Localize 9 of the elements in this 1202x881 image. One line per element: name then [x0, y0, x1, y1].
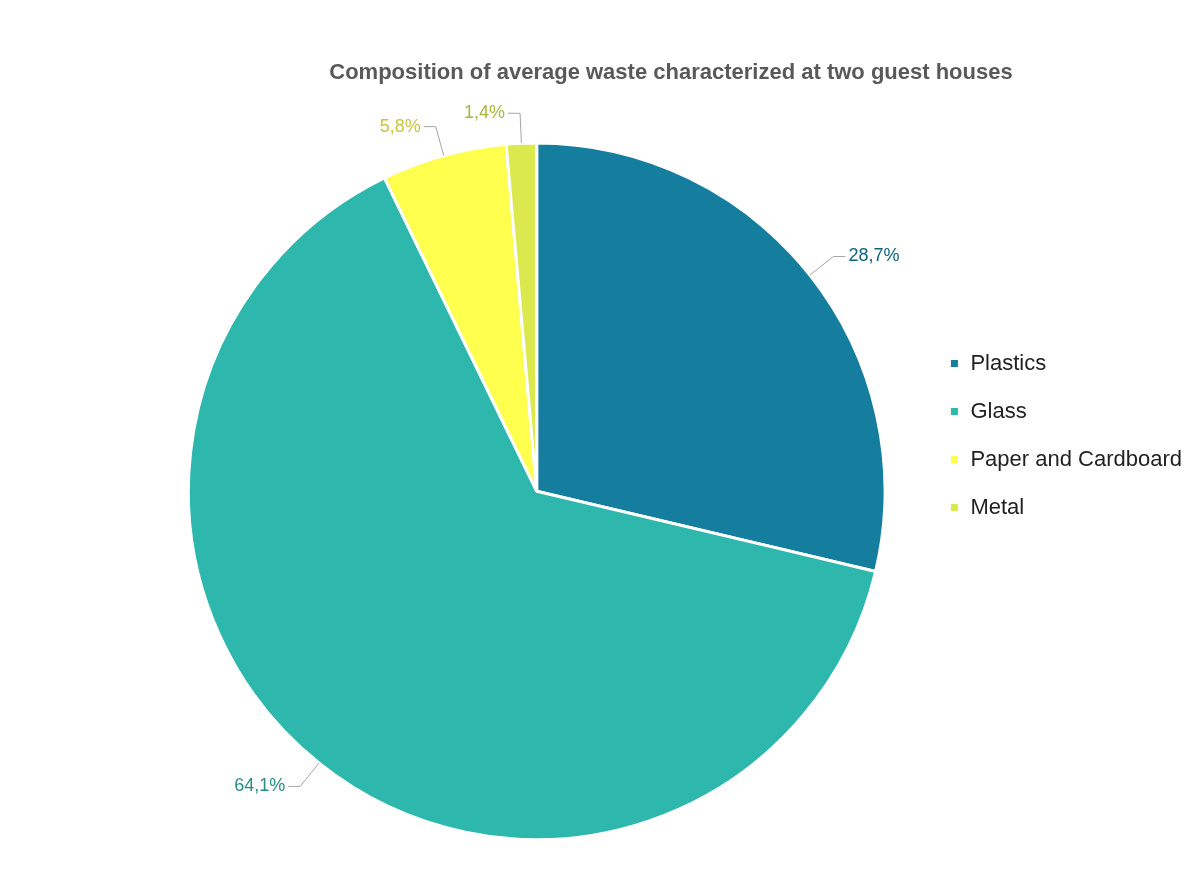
- legend-label: Metal: [970, 493, 1025, 519]
- data-label: 28,7%: [848, 245, 900, 266]
- legend-label: Glass: [970, 397, 1027, 423]
- data-label: 5,8%: [379, 115, 421, 136]
- data-label: 64,1%: [234, 775, 286, 796]
- legend-label: Paper and Cardboard: [970, 445, 1182, 471]
- legend-label: Plastics: [970, 349, 1047, 375]
- chart-title: Composition of average waste characterized at two guest houses: [329, 59, 1013, 85]
- data-label: 1,4%: [464, 102, 506, 123]
